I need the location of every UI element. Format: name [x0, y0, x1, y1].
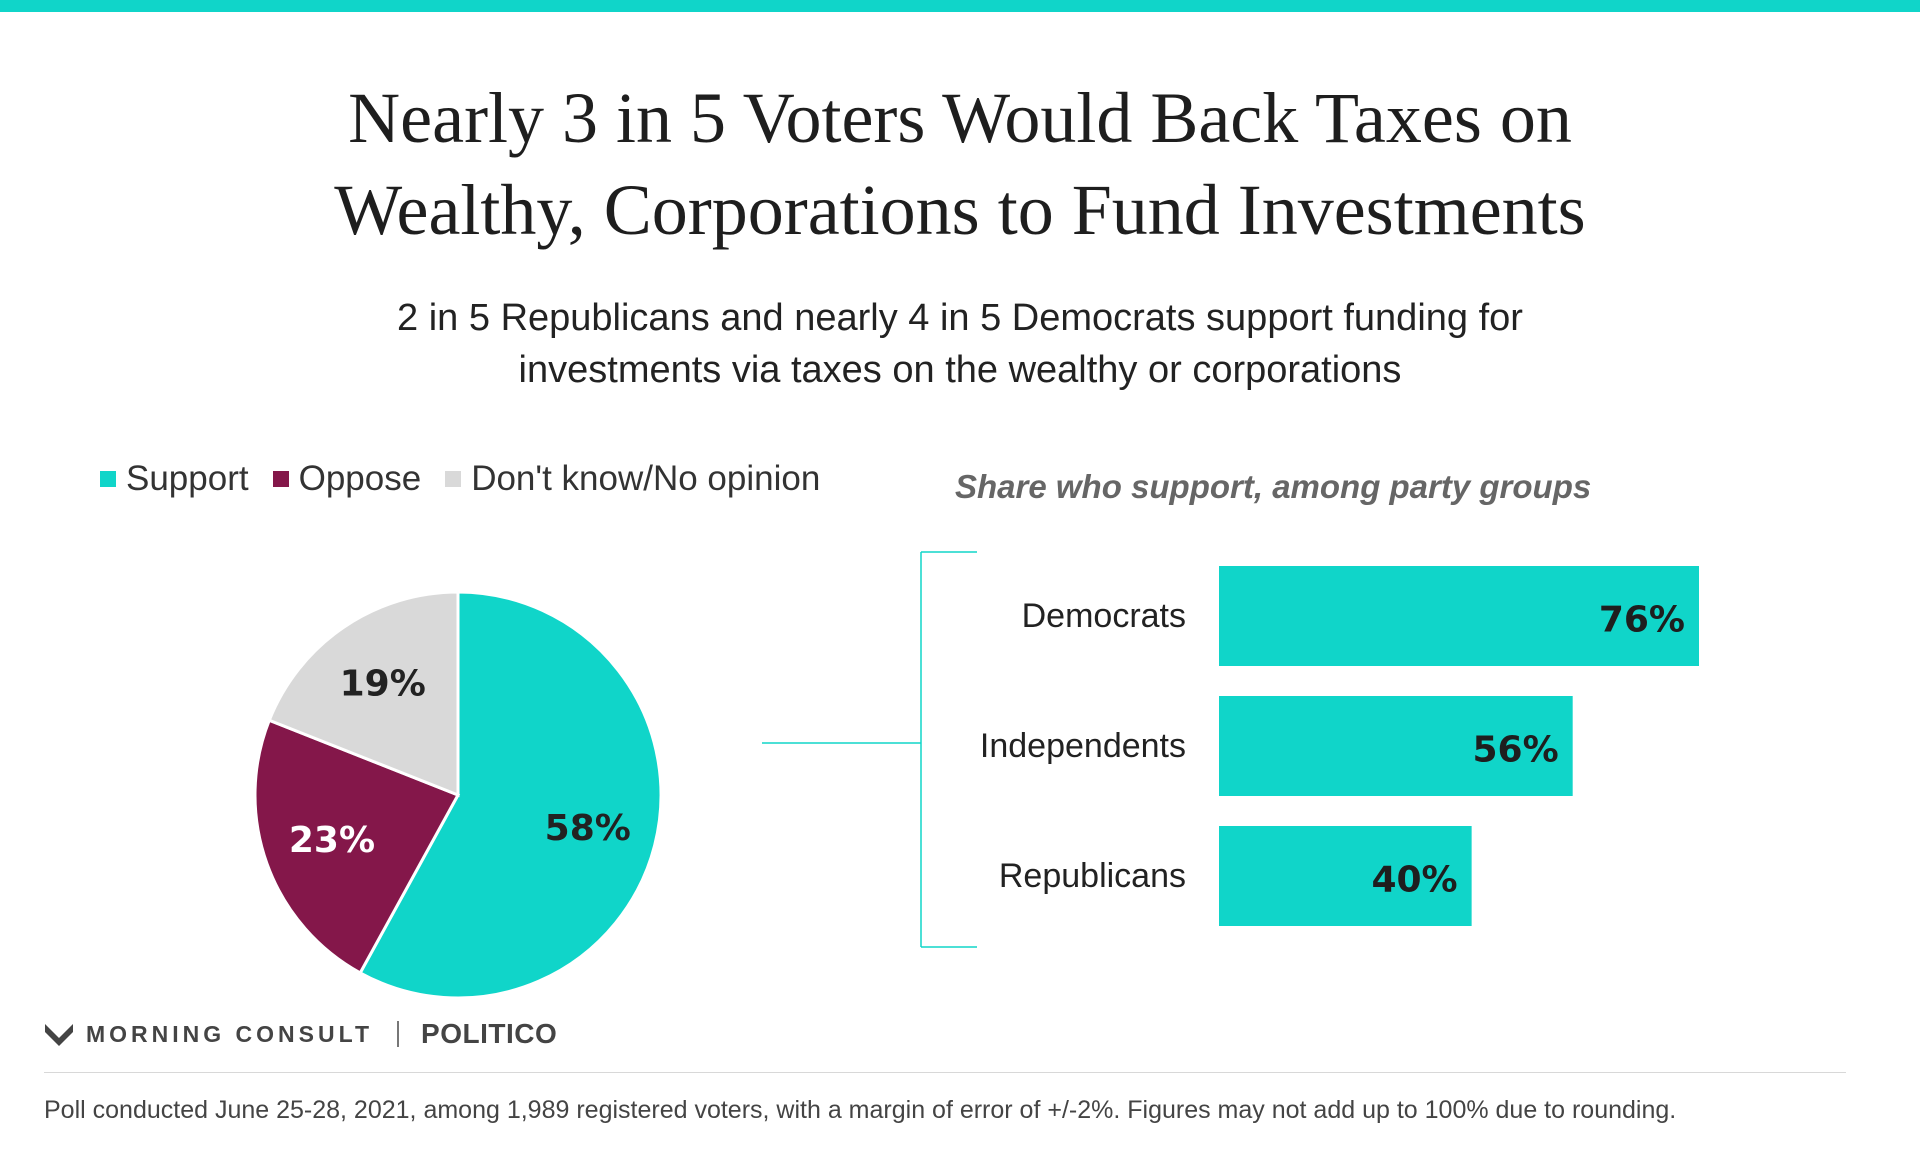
chart-title: Nearly 3 in 5 Voters Would Back Taxes on… — [0, 72, 1920, 256]
legend-label-support: Support — [126, 459, 249, 498]
chart-title-line-2: Wealthy, Corporations to Fund Investment… — [334, 170, 1586, 250]
bar-chart: Democrats 76% Independents 56% Republicans 40… — [980, 566, 1699, 926]
top-accent-bar — [0, 0, 1920, 12]
legend-swatch-support — [100, 471, 116, 487]
legend-item-oppose: Oppose — [272, 459, 422, 499]
bar-value-label-independents: 56% — [1473, 730, 1559, 771]
politico-wordmark: POLITICO — [421, 1018, 558, 1049]
footnote: Poll conducted June 25-28, 2021, among 1… — [44, 1096, 1677, 1124]
bar-independents — [1219, 696, 1573, 796]
legend-label-oppose: Oppose — [298, 459, 422, 498]
legend-label-no-opinion: Don't know/No opinion — [471, 459, 821, 498]
bar-category-label-democrats: Democrats — [1022, 597, 1186, 635]
footer-brand: MORNING CONSULT POLITICO — [44, 1014, 557, 1054]
legend-item-support: Support — [100, 459, 249, 499]
bar-value-label-democrats: 76% — [1599, 600, 1685, 641]
legend-swatch-no-opinion — [445, 471, 462, 487]
bar-category-label-republicans: Republicans — [999, 857, 1186, 895]
pie-slice-don-t-know-no-opinion — [267, 590, 460, 798]
footer-brand-separator — [397, 1021, 400, 1047]
morning-consult-logo-icon — [45, 1024, 73, 1046]
pie-label-support: 58% — [545, 808, 631, 849]
pie-legend: Support Oppose Don't know/No opinion — [100, 454, 844, 504]
bar-republicans — [1219, 826, 1472, 926]
pie-chart: 58% 23% 19% — [253, 590, 663, 1000]
pie-slice-support — [358, 590, 663, 1000]
legend-item-no-opinion: Don't know/No opinion — [445, 459, 820, 499]
chart-title-line-1: Nearly 3 in 5 Voters Would Back Taxes on — [348, 78, 1572, 158]
legend-swatch-oppose — [272, 471, 289, 487]
morning-consult-wordmark: MORNING CONSULT — [86, 1020, 374, 1047]
breakout-bracket — [762, 551, 977, 948]
bar-chart-title: Share who support, among party groups — [955, 468, 1592, 505]
footer-divider — [44, 1072, 1846, 1073]
pie-slice-oppose — [253, 718, 461, 975]
bar-value-label-republicans: 40% — [1371, 860, 1457, 901]
chart-subtitle-line-2: investments via taxes on the wealthy or … — [518, 349, 1402, 391]
pie-label-oppose: 23% — [289, 820, 375, 861]
chart-subtitle: 2 in 5 Republicans and nearly 4 in 5 Dem… — [0, 292, 1920, 396]
bar-category-label-independents: Independents — [980, 727, 1186, 765]
pie-label-don-t-know-no-opinion: 19% — [340, 664, 426, 705]
bar-democrats — [1219, 566, 1699, 666]
chart-subtitle-line-1: 2 in 5 Republicans and nearly 4 in 5 Dem… — [397, 297, 1523, 339]
